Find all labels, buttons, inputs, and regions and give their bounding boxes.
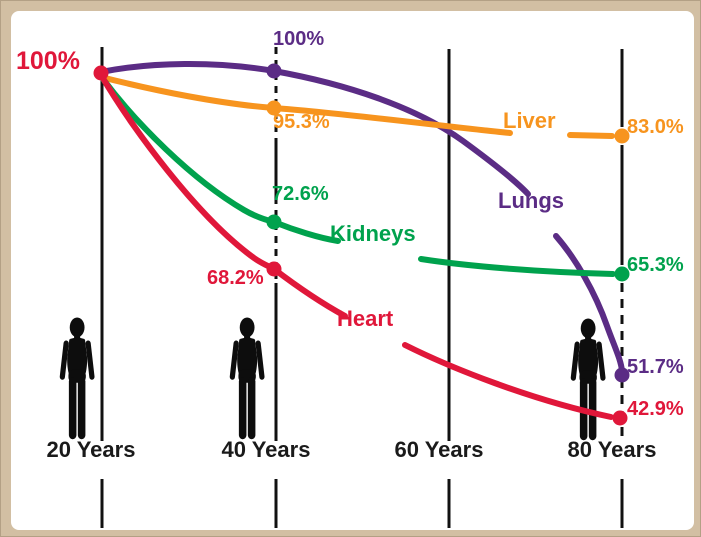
figure-40-years <box>229 317 265 440</box>
liver-40-value-label: 95.3% <box>273 111 330 133</box>
figure-80-years <box>570 318 606 441</box>
kidneys-40-value-label: 72.6% <box>272 183 329 205</box>
curve-lungs <box>98 61 625 374</box>
series-label-lungs: Lungs <box>498 188 564 213</box>
axis-label-20-years: 20 Years <box>46 437 136 462</box>
axis-label-40-years: 40 Years <box>221 437 311 462</box>
series-label-kidneys: Kidneys <box>330 221 416 246</box>
axis-label-80-years: 80 Years <box>567 437 657 462</box>
chart-graphics <box>59 47 630 528</box>
dot-lungs-80 <box>614 367 630 383</box>
kidneys-80-value-label: 65.3% <box>627 254 684 276</box>
dot-liver-40 <box>266 100 282 116</box>
dot-all-20 <box>93 65 109 81</box>
dot-kidneys-40 <box>266 214 282 230</box>
plot-area: 100% 100% 95.3% 72.6% 68.2% 83.0% 65.3% … <box>11 11 694 530</box>
human-figures <box>59 317 606 441</box>
heart-40-value-label: 68.2% <box>207 267 264 289</box>
dot-heart-80 <box>612 410 628 426</box>
liver-80-value-label: 83.0% <box>627 116 684 138</box>
dot-liver-80 <box>614 128 630 144</box>
data-point-markers <box>93 63 630 426</box>
start-value-label: 100% <box>16 47 80 75</box>
series-label-liver: Liver <box>503 108 556 133</box>
heart-80-value-label: 42.9% <box>627 398 684 420</box>
axis-label-60-years: 60 Years <box>394 437 484 462</box>
lungs-40-value-label: 100% <box>273 28 325 50</box>
dot-kidneys-80 <box>614 266 630 282</box>
figure-20-years <box>59 317 95 440</box>
lungs-80-value-label: 51.7% <box>627 356 684 378</box>
dot-heart-40 <box>266 261 282 277</box>
dot-lungs-40 <box>266 63 282 79</box>
series-label-heart: Heart <box>337 306 394 331</box>
curve-heart <box>98 72 614 420</box>
